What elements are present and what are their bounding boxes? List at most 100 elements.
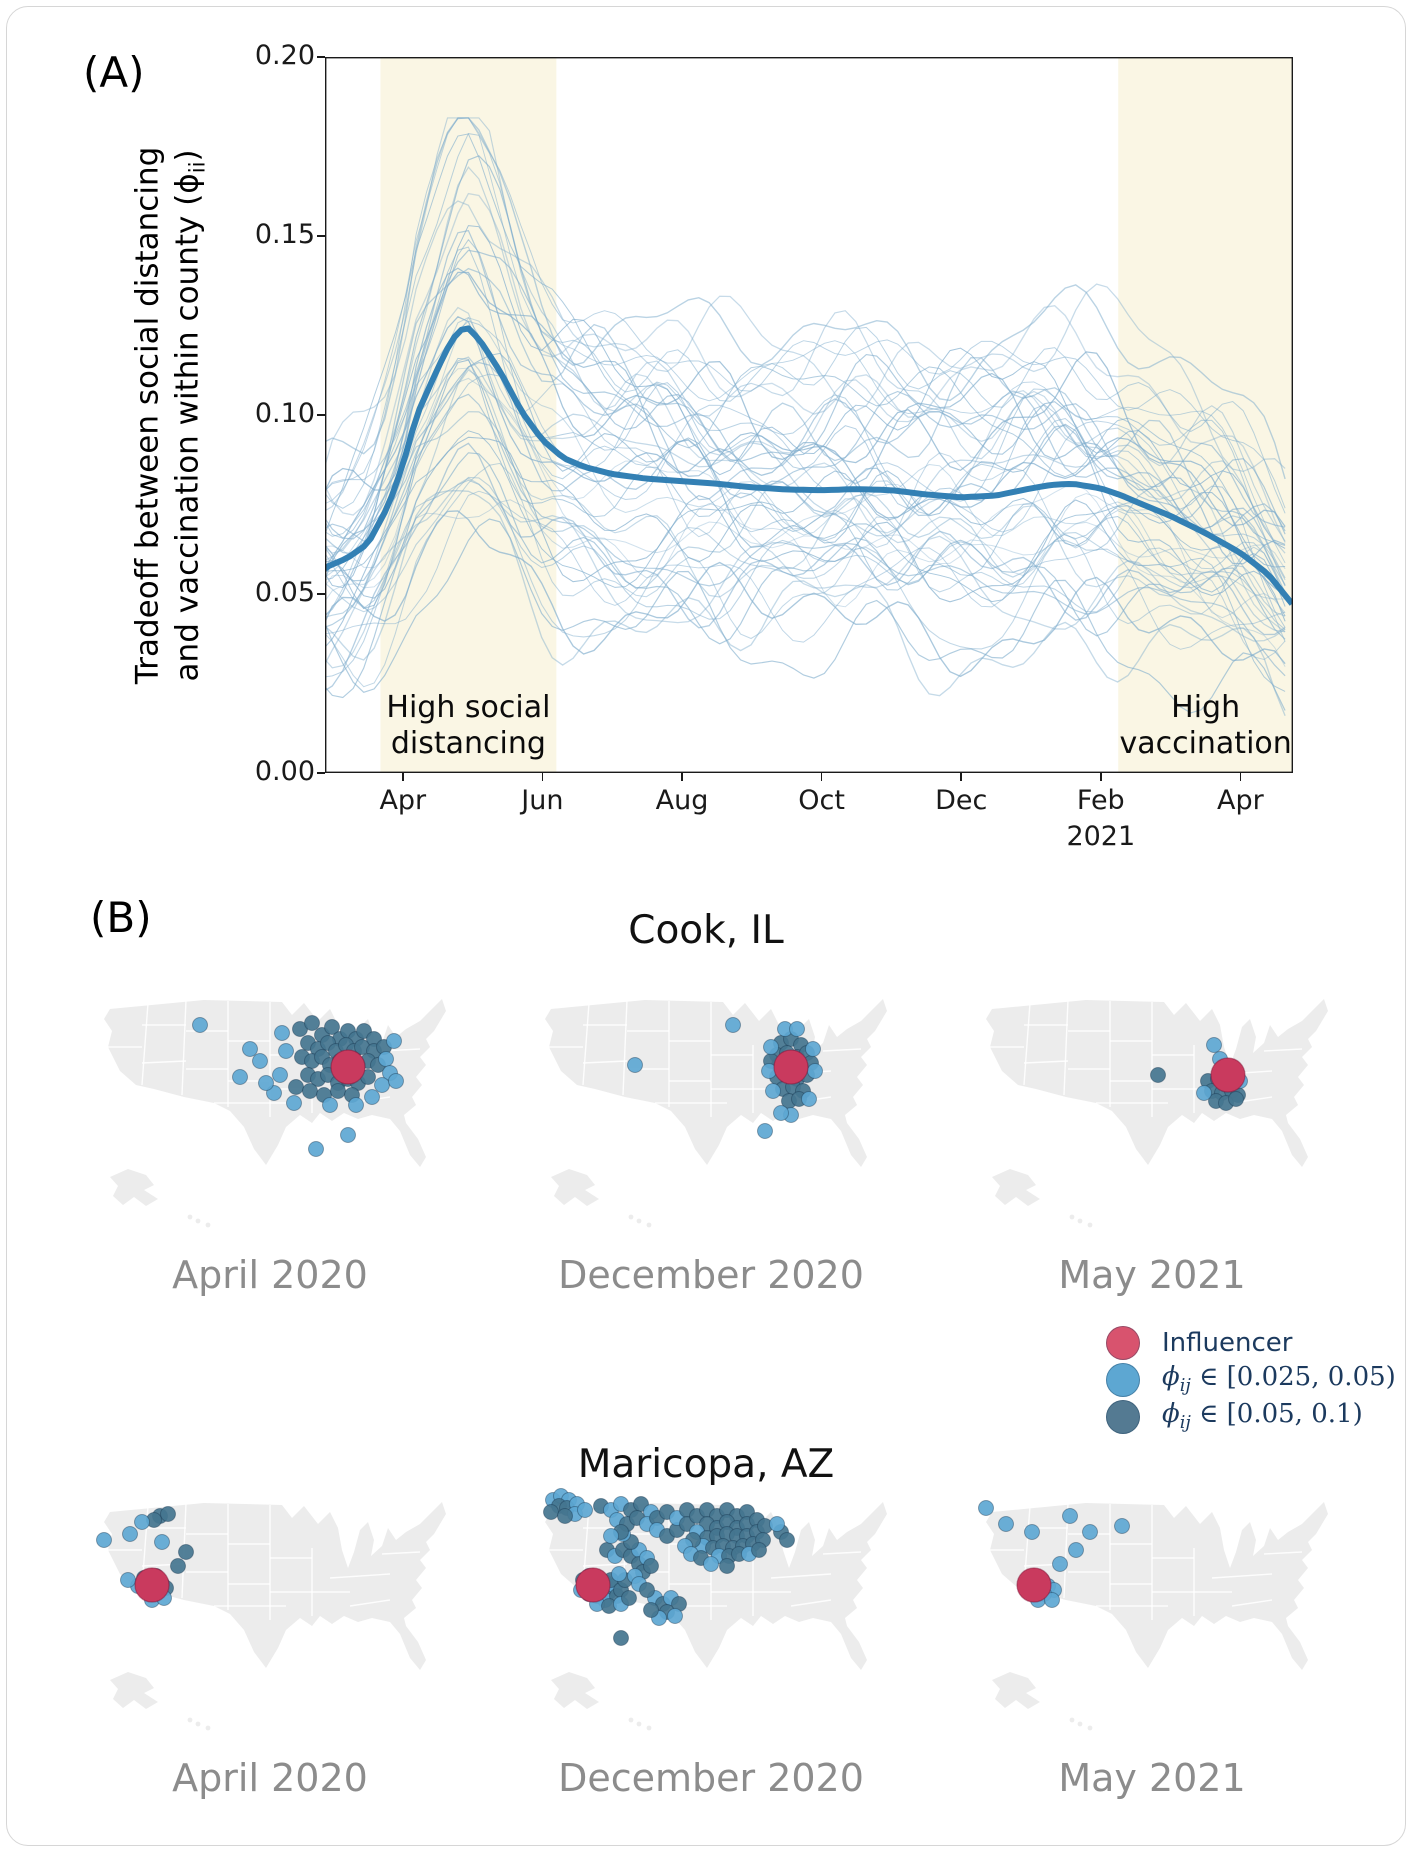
us-map: [986, 999, 1328, 1228]
y-axis-label-line2: and vaccination within county (: [169, 193, 206, 682]
hawaii-island: [1087, 1222, 1093, 1228]
alaska-outline: [551, 1672, 599, 1709]
x-tick-label: Aug: [655, 785, 709, 816]
county-dot: [725, 1017, 741, 1033]
hawaii-island: [646, 1222, 652, 1228]
county-trajectory-line: [325, 476, 1286, 650]
maricopa-maps-row: April 2020 December 2020 May 2021: [90, 1488, 1332, 1800]
county-dot: [643, 1558, 659, 1574]
y-tick-label: 0.05: [254, 577, 315, 608]
cook-maps-row: April 2020 December 2020 May 2021: [90, 985, 1332, 1297]
county-dot: [308, 1141, 324, 1157]
county-dot: [773, 1105, 789, 1121]
state-border-line: [622, 999, 628, 1096]
county-dot: [679, 1516, 695, 1532]
county-dot: [779, 1532, 795, 1548]
y-tick-label: 0.00: [254, 756, 315, 787]
hawaii-island: [628, 1214, 634, 1220]
county-dot: [272, 1067, 288, 1083]
x-tick-label: Apr: [1217, 785, 1264, 816]
county-dot: [769, 1516, 785, 1532]
legend-dot-icon: [1106, 1325, 1140, 1360]
county-dot: [627, 1057, 643, 1073]
county-dot: [288, 1079, 304, 1095]
county-trajectory-line: [325, 493, 1286, 619]
county-dot: [667, 1608, 683, 1624]
hawaii-island: [187, 1717, 193, 1723]
county-dot: [801, 1091, 817, 1107]
county-dot: [96, 1532, 112, 1548]
county-trajectory-line: [325, 490, 1286, 716]
y-tick-label: 0.15: [254, 219, 315, 250]
county-dot: [1228, 1091, 1244, 1107]
y-tick-mark: [317, 235, 325, 237]
county-dot: [643, 1602, 659, 1618]
maricopa-title: Maricopa, AZ: [577, 1442, 835, 1487]
county-dot: [978, 1500, 994, 1516]
county-dot: [134, 1514, 150, 1530]
county-dot: [324, 1019, 340, 1035]
state-border-line: [141, 1060, 187, 1064]
county-dot: [613, 1630, 629, 1646]
hawaii-island: [628, 1717, 634, 1723]
y-tick-mark: [317, 772, 325, 774]
state-border-line: [770, 1573, 832, 1579]
state-border-line: [1211, 1573, 1273, 1579]
x-tick-mark: [820, 773, 823, 781]
legend-item-2: ϕij ∈ [0.05, 0.1): [1106, 1398, 1396, 1435]
hawaii-island: [1069, 1214, 1075, 1220]
county-dot: [543, 1504, 559, 1520]
cook-map-0: April 2020: [90, 985, 450, 1297]
county-dot: [356, 1023, 372, 1039]
county-dot: [1206, 1037, 1222, 1053]
county-trajectory-line: [325, 192, 1286, 543]
county-dot: [374, 1077, 390, 1093]
y-axis-label-line1: Tradeoff between social distancing: [129, 146, 166, 684]
state-border-line: [1023, 1060, 1069, 1064]
county-trajectory-line: [325, 320, 1286, 581]
county-dot: [751, 1542, 767, 1558]
hawaii-island: [646, 1725, 652, 1731]
county-trajectory-line: [325, 479, 1286, 678]
county-dot: [386, 1033, 402, 1049]
county-dot: [302, 1083, 318, 1099]
maricopa-map-0: April 2020: [90, 1488, 450, 1800]
county-dot: [765, 1083, 781, 1099]
legend-item-0: Influencer: [1106, 1324, 1396, 1361]
county-dot: [611, 1566, 627, 1582]
alaska-outline: [992, 1169, 1040, 1206]
county-trajectory-line: [325, 166, 1286, 554]
influencer-dot: [330, 1049, 366, 1085]
alaska-outline: [110, 1672, 158, 1709]
county-dot: [348, 1097, 364, 1113]
us-map: [96, 1502, 446, 1731]
state-border-line: [822, 1551, 862, 1555]
county-dot: [621, 1590, 637, 1606]
county-dot: [122, 1526, 138, 1542]
state-border-line: [822, 1048, 862, 1052]
state-border-line: [181, 999, 187, 1096]
us-map: [543, 1488, 887, 1731]
hawaii-island: [636, 1721, 642, 1727]
county-dot: [577, 1502, 593, 1518]
county-trajectory-line: [325, 373, 1286, 609]
county-dot: [340, 1127, 356, 1143]
state-border-line: [1263, 1048, 1303, 1052]
x-tick-mark: [681, 773, 683, 781]
x-tick-label: Jun: [521, 785, 564, 816]
map-month-label: May 2021: [1058, 1756, 1246, 1800]
band-annotation-1: High vaccination: [1119, 690, 1292, 761]
county-dot: [719, 1558, 735, 1574]
x-tick-mark: [1100, 773, 1102, 781]
map-month-label: April 2020: [172, 1756, 368, 1800]
county-trajectory-line: [325, 356, 1286, 633]
county-dot: [278, 1043, 294, 1059]
influencer-dot: [1210, 1057, 1246, 1093]
legend-item-1: ϕij ∈ [0.025, 0.05): [1106, 1361, 1396, 1398]
us-outline: [986, 999, 1328, 1167]
hawaii-island: [195, 1721, 201, 1727]
county-trajectory-line: [325, 133, 1286, 546]
county-trajectory-line: [325, 490, 1286, 650]
x-tick-sublabel: 2021: [1066, 821, 1136, 852]
state-border-line: [790, 1599, 832, 1607]
